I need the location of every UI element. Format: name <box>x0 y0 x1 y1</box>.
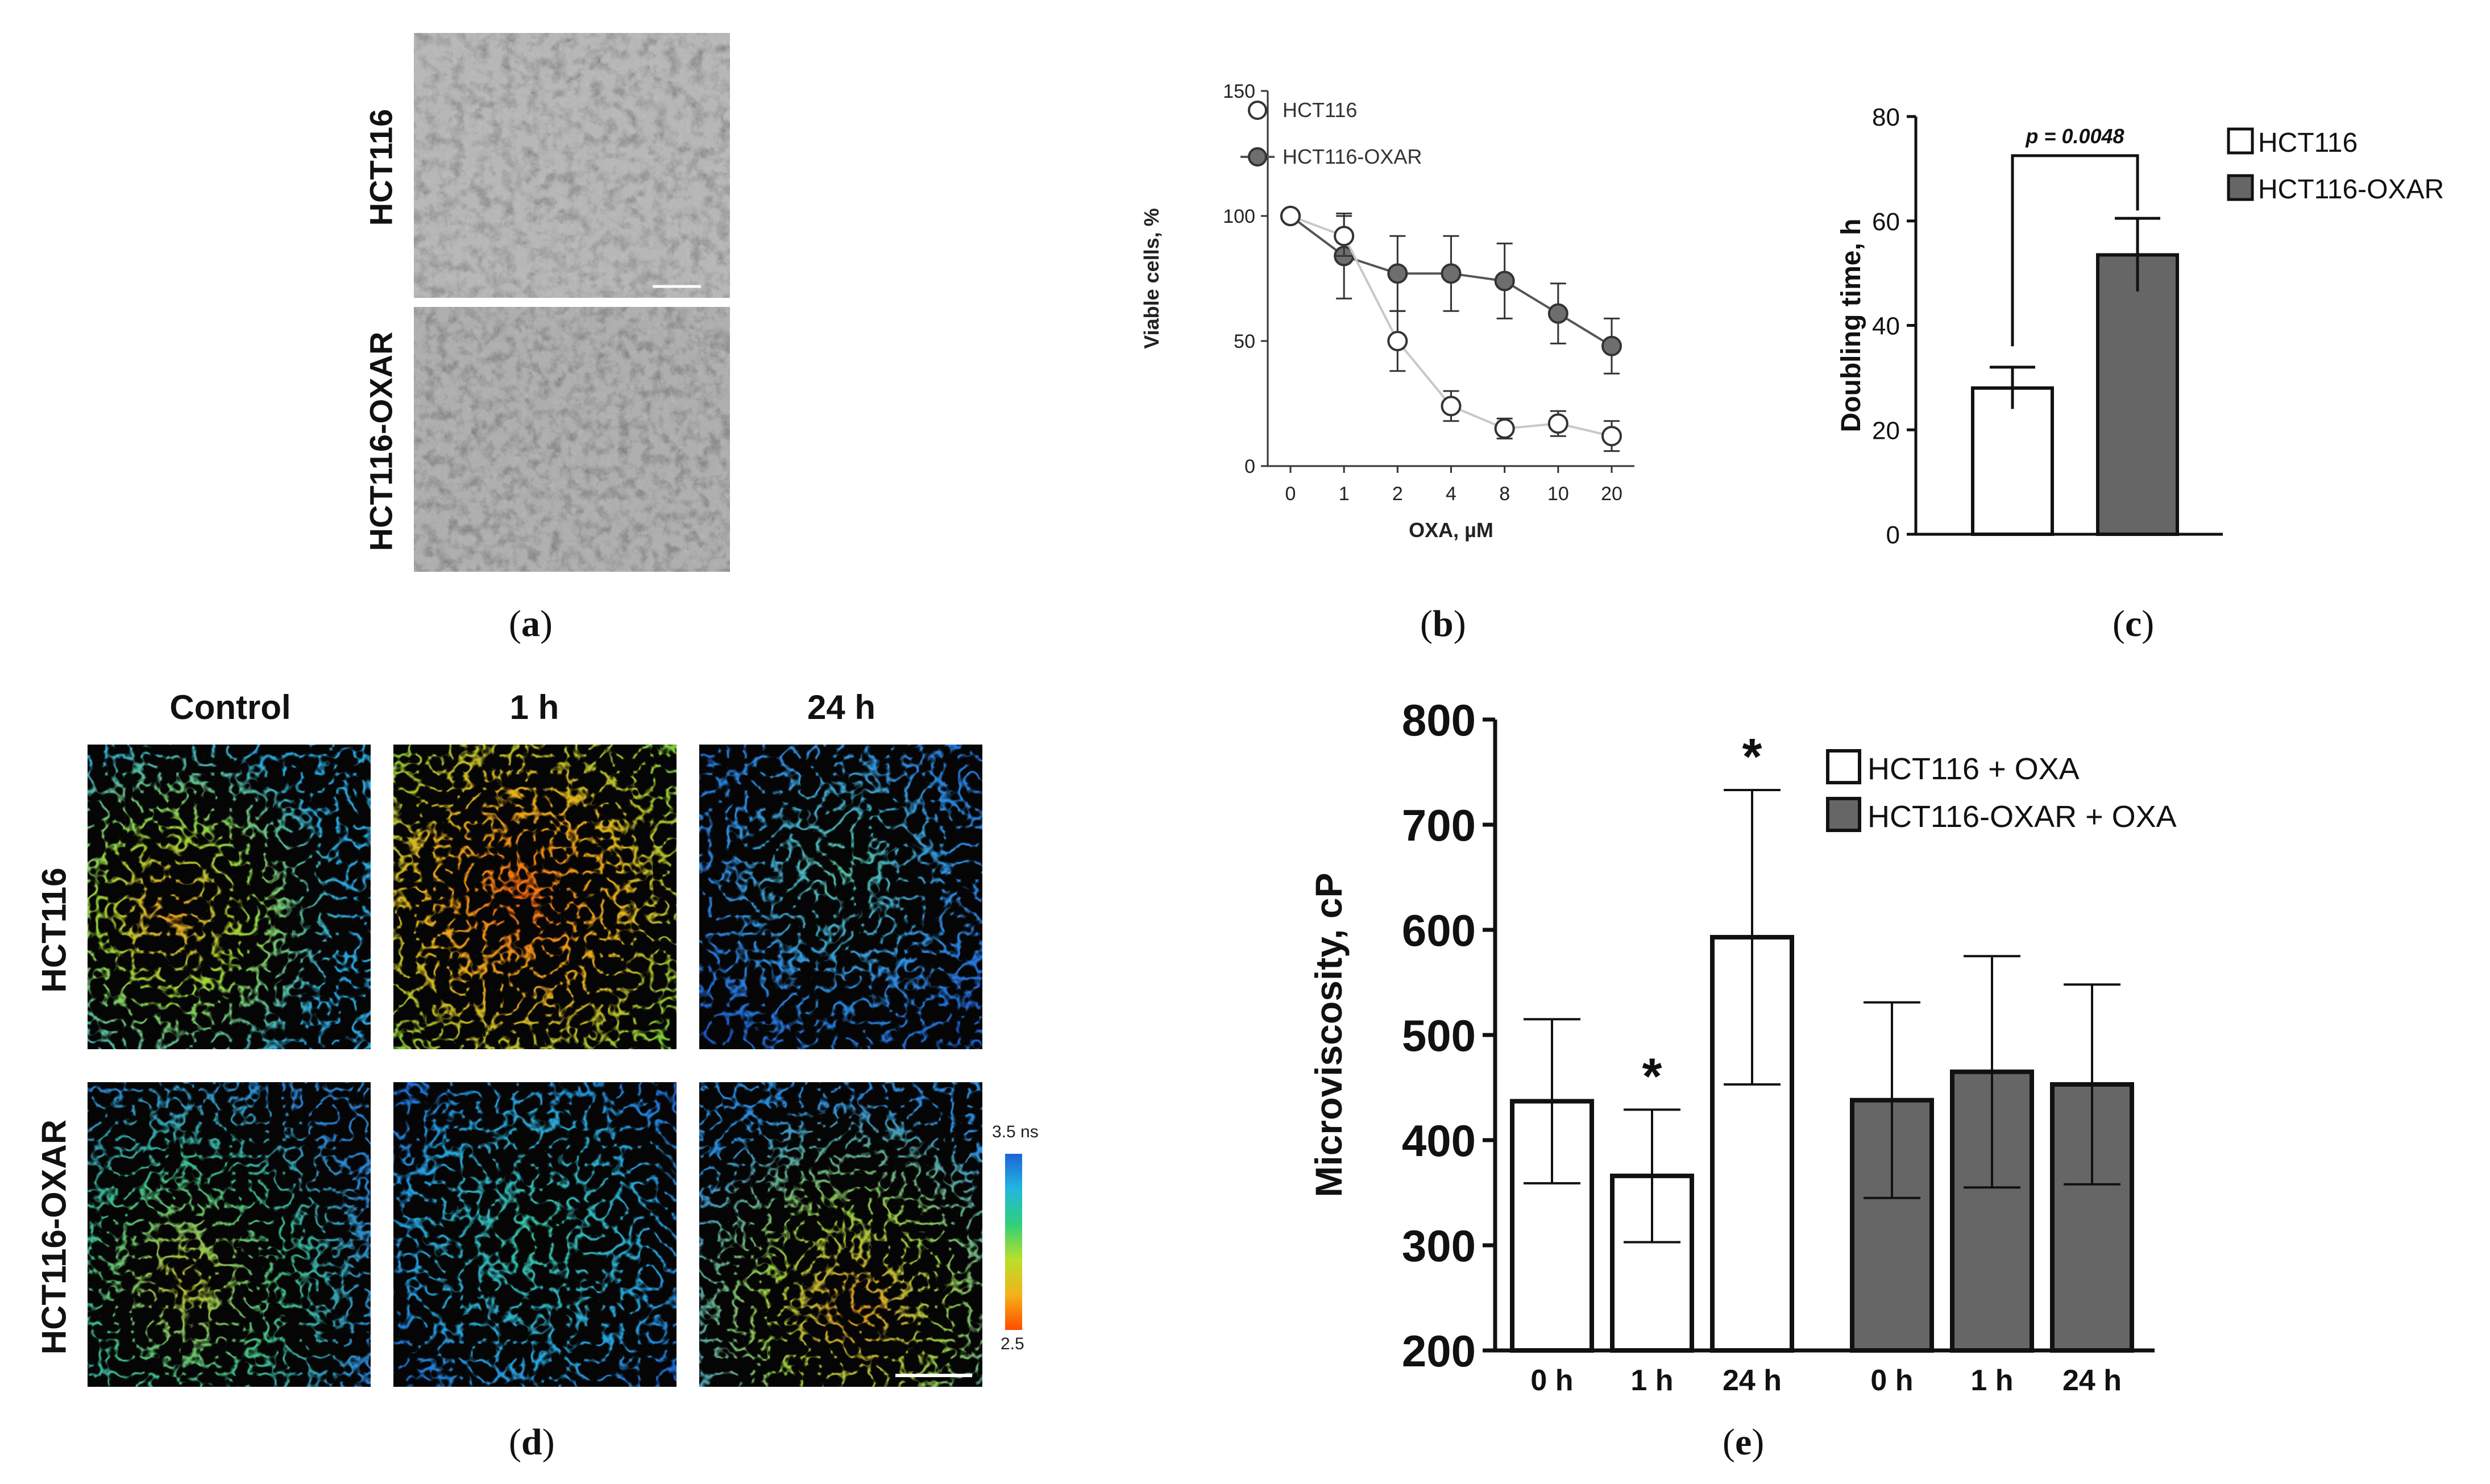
flim-hct116-1h <box>393 745 677 1049</box>
y-tick-label: 800 <box>1402 695 1476 745</box>
chart-microviscosity: 200 300 400 500 600 700 800 Microviscosity, cP 0… <box>1308 695 2177 1397</box>
x-axis-label: OXA, µM <box>1409 518 1493 542</box>
data-point <box>1387 263 1408 284</box>
panel-label-e: (e) <box>1723 1421 1765 1463</box>
y-tick-label: 40 <box>1872 313 1900 340</box>
data-point <box>1494 271 1515 292</box>
x-tick-label: 24 h <box>2062 1364 2122 1397</box>
y-tick-label: 20 <box>1872 417 1900 444</box>
y-tick-label: 50 <box>1234 331 1255 352</box>
y-tick-label: 0 <box>1886 521 1900 549</box>
y-tick-label: 100 <box>1223 206 1255 227</box>
row-label-hct116: HCT116 <box>363 109 399 226</box>
x-tick-label: 1 <box>1339 483 1350 505</box>
legend-label: HCT116-OXAR <box>2258 174 2444 205</box>
y-axis-label: Microviscosity, cP <box>1308 872 1350 1197</box>
x-tick-label: 2 <box>1392 483 1403 505</box>
flim-hct116-oxar-control <box>88 1082 371 1387</box>
legend-label: HCT116 <box>2258 128 2358 158</box>
bar-hct116 <box>1971 386 2054 536</box>
y-tick-label: 700 <box>1402 800 1476 850</box>
brightfield-texture <box>414 33 730 298</box>
y-tick-label: 150 <box>1223 81 1255 102</box>
legend-label: HCT116 + OXA <box>1868 752 2080 786</box>
data-point <box>1601 426 1622 447</box>
chart-doubling-time: 0 20 40 60 80 Doubling time, h p = 0.0048 HCT11… <box>1836 103 2444 549</box>
bar-hct116-oxar <box>2096 253 2179 536</box>
significance-marker: * <box>1742 729 1762 785</box>
flim-hct116-oxar-24h <box>699 1082 982 1387</box>
flim-hct116-control <box>88 745 371 1049</box>
colorbar-top-label: 3.5 ns <box>992 1123 1039 1141</box>
significance-marker: * <box>1642 1048 1662 1105</box>
data-point <box>1601 335 1622 356</box>
y-tick-label: 500 <box>1402 1011 1476 1061</box>
y-tick-label: 300 <box>1402 1221 1476 1271</box>
p-value-annotation: p = 0.0048 <box>2025 124 2124 148</box>
panel-label-c: (c) <box>2113 603 2155 645</box>
flim-hct116-oxar-1h <box>393 1082 677 1387</box>
legend-swatch <box>1826 797 1861 832</box>
bar <box>1850 1098 1934 1353</box>
x-tick-label: 24 h <box>1723 1364 1782 1397</box>
y-axis-label: Viable cells, % <box>1140 208 1163 348</box>
micrograph-hct116-oxar <box>414 307 730 572</box>
x-tick-label: 8 <box>1499 483 1510 505</box>
panel-label-d: (d) <box>509 1421 555 1463</box>
x-tick-label: 1 h <box>1970 1364 2013 1397</box>
data-point <box>1280 206 1301 226</box>
col-label-24h: 24 h <box>807 688 876 726</box>
x-tick-label: 0 h <box>1530 1364 1573 1397</box>
colorbar <box>1005 1154 1022 1330</box>
y-tick-label: 60 <box>1872 208 1900 236</box>
y-tick-label: 400 <box>1402 1116 1476 1166</box>
brightfield-texture <box>414 307 730 572</box>
data-point <box>1441 396 1462 417</box>
col-label-control: Control <box>169 688 291 726</box>
y-tick-label: 80 <box>1872 103 1900 131</box>
legend-swatch <box>2227 127 2254 155</box>
panel-label-a: (a) <box>509 603 553 645</box>
x-tick-label: 20 <box>1601 483 1622 505</box>
panel-label-b: (b) <box>1420 603 1466 645</box>
x-tick-label: 4 <box>1446 483 1456 505</box>
data-point <box>1547 413 1568 434</box>
data-point <box>1441 263 1462 284</box>
row-label-hct116-oxar: HCT116-OXAR <box>363 331 399 551</box>
legend-label: HCT116 <box>1283 98 1357 122</box>
legend-marker <box>1248 101 1267 120</box>
x-tick-label: 1 h <box>1630 1364 1673 1397</box>
chart-viable-cells: 0 50 100 150 0 1 2 4 8 10 20 OXA, µM Viable cells, %… <box>1140 81 1634 542</box>
legend-swatch <box>2227 174 2254 201</box>
legend-label: HCT116-OXAR <box>1283 145 1422 168</box>
significance-bracket <box>2011 154 2139 347</box>
data-point <box>1494 418 1515 439</box>
bar <box>1710 934 1794 1353</box>
x-tick-label: 10 <box>1547 483 1569 505</box>
legend-swatch <box>1826 749 1861 784</box>
legend-marker <box>1248 147 1267 167</box>
colorbar-bottom-label: 2.5 <box>1001 1335 1024 1353</box>
y-tick-label: 0 <box>1244 456 1255 477</box>
flim-hct116-24h <box>699 745 982 1049</box>
y-axis-label: Doubling time, h <box>1836 219 1866 433</box>
flim-image-grid <box>88 745 982 1387</box>
data-point <box>1547 303 1568 324</box>
legend-label: HCT116-OXAR + OXA <box>1868 800 2177 834</box>
y-tick-label: 600 <box>1402 905 1476 955</box>
col-label-1h: 1 h <box>509 688 559 726</box>
data-point <box>1387 331 1408 351</box>
data-point <box>1334 226 1355 247</box>
x-tick-label: 0 <box>1285 483 1296 505</box>
micrograph-hct116 <box>414 33 730 298</box>
x-tick-label: 0 h <box>1870 1364 1913 1397</box>
y-tick-label: 200 <box>1402 1326 1476 1376</box>
